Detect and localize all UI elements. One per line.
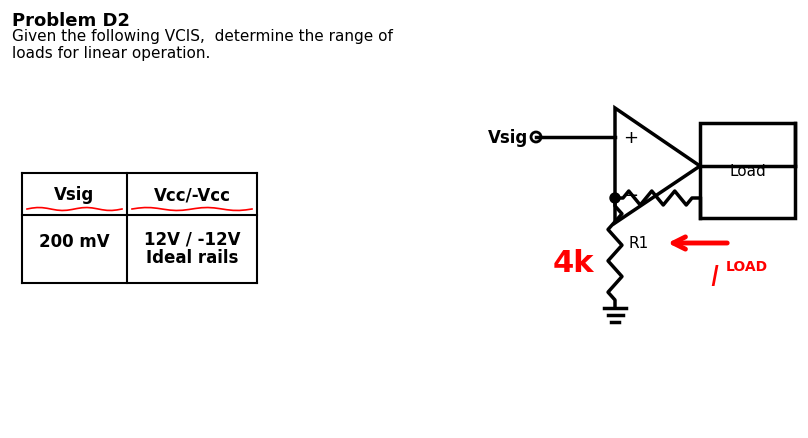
Text: Problem D2: Problem D2 [12, 12, 130, 30]
Text: Vsig: Vsig [54, 186, 95, 204]
Text: +: + [624, 129, 638, 147]
Text: Vsig: Vsig [488, 129, 528, 147]
Text: 200 mV: 200 mV [39, 233, 110, 251]
Text: LOAD: LOAD [726, 259, 768, 273]
Text: −: − [624, 186, 638, 204]
Text: 12V / -12V: 12V / -12V [144, 230, 240, 248]
Circle shape [610, 194, 620, 204]
Text: R1: R1 [629, 236, 650, 251]
Text: $\mathit{I}$: $\mathit{I}$ [710, 263, 719, 291]
Text: Vcc/-Vcc: Vcc/-Vcc [154, 186, 230, 204]
Text: 4k: 4k [552, 249, 594, 278]
Text: Given the following VCIS,  determine the range of: Given the following VCIS, determine the … [12, 29, 393, 44]
Text: Load: Load [729, 164, 766, 179]
Text: loads for linear operation.: loads for linear operation. [12, 46, 210, 61]
Text: Ideal rails: Ideal rails [145, 248, 238, 266]
